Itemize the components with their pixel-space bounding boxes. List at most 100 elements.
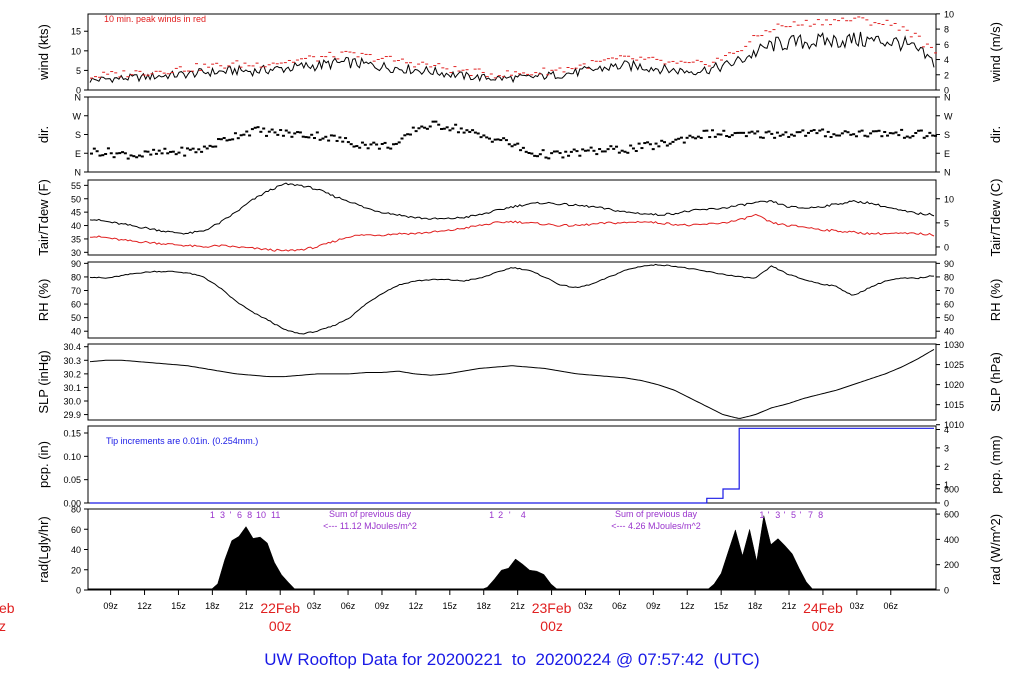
direction-mark [372, 141, 376, 144]
direction-mark [739, 131, 743, 134]
x-tick-label: 15z [171, 601, 186, 611]
radiation-area [90, 515, 934, 591]
radiation-marker-label: 5 [791, 510, 796, 520]
direction-mark [490, 140, 494, 143]
x-tick-label: 09z [375, 601, 390, 611]
direction-mark [694, 137, 698, 140]
direction-mark [609, 145, 613, 148]
y-tick-label: 40 [71, 221, 81, 231]
direction-mark [225, 139, 229, 142]
direction-mark [643, 142, 647, 145]
direction-mark [736, 131, 740, 134]
y-tick-label: 40 [71, 545, 81, 555]
direction-mark [716, 133, 720, 136]
direction-mark [482, 134, 486, 137]
direction-mark [298, 131, 302, 134]
direction-mark [914, 131, 918, 134]
y-tick-label: W [73, 111, 82, 121]
direction-mark [293, 132, 297, 135]
direction-mark [533, 154, 537, 157]
direction-mark [790, 133, 794, 136]
direction-mark [137, 154, 141, 157]
x-tick-label: 06z [341, 601, 356, 611]
radiation-marker-label: 8 [818, 510, 823, 520]
direction-mark [818, 129, 822, 132]
direction-mark [420, 125, 424, 128]
y-tick-label-right: 1020 [944, 380, 964, 390]
direction-mark [931, 134, 935, 137]
radiation-marker-label: 6 [237, 510, 242, 520]
direction-mark [535, 155, 539, 158]
direction-mark [324, 135, 328, 138]
y-tick-label: 50 [71, 313, 81, 323]
tip-increment-note: Tip increments are 0.01in. (0.254mm.) [106, 436, 258, 446]
direction-mark [411, 126, 415, 129]
x-tick-label: 21z [782, 601, 797, 611]
direction-mark [843, 130, 847, 133]
y-tick-label: 0.05 [63, 475, 81, 485]
y-tick-label: 29.9 [63, 410, 81, 420]
direction-mark [217, 138, 221, 141]
direction-mark [211, 145, 215, 148]
direction-mark [578, 154, 582, 157]
direction-mark [471, 129, 475, 132]
direction-mark [778, 134, 782, 137]
direction-mark [185, 147, 189, 150]
direction-mark [349, 143, 353, 146]
direction-mark [877, 129, 881, 132]
direction-mark [806, 131, 810, 134]
y-tick-label-right: 70 [944, 286, 954, 296]
direction-mark [919, 129, 923, 132]
y-tick-label-right: 80 [944, 272, 954, 282]
direction-mark [922, 136, 926, 139]
direction-mark [414, 130, 418, 133]
direction-mark [615, 145, 619, 148]
direction-mark [640, 147, 644, 150]
direction-mark [180, 146, 184, 149]
y-tick-label-right: 4 [944, 425, 949, 435]
direction-mark [598, 148, 602, 151]
direction-mark [265, 134, 269, 137]
radiation-marker-label: 11 [271, 510, 280, 520]
direction-mark [312, 137, 316, 140]
direction-mark [583, 149, 587, 152]
direction-mark [171, 150, 175, 153]
panel-frame-slp [87, 343, 937, 421]
x-tick-label: 06z [884, 601, 899, 611]
direction-mark [758, 136, 762, 139]
direction-mark [575, 150, 579, 153]
direction-mark [366, 147, 370, 150]
x-tick-label: 18z [476, 601, 491, 611]
direction-mark [821, 128, 825, 131]
direction-mark [586, 149, 590, 152]
direction-mark [595, 153, 599, 156]
y-axis-title: dir. [36, 126, 51, 143]
direction-mark [727, 135, 731, 138]
direction-mark [572, 148, 576, 151]
direction-mark [104, 153, 108, 156]
y-tick-label-right: 2 [944, 462, 949, 472]
direction-mark [682, 141, 686, 144]
direction-mark [321, 137, 325, 140]
direction-mark [140, 155, 144, 158]
direction-mark [121, 151, 125, 154]
direction-mark [462, 131, 466, 134]
direction-mark [747, 131, 751, 134]
direction-mark [617, 151, 621, 154]
direction-mark [202, 145, 206, 148]
direction-mark [92, 147, 96, 150]
direction-mark [177, 151, 181, 154]
direction-mark [547, 157, 551, 160]
y-tick-label-right: E [944, 149, 950, 159]
direction-mark [262, 127, 266, 130]
direction-mark [208, 144, 212, 147]
y-tick-label: 10 [71, 46, 81, 56]
direction-mark [665, 144, 669, 147]
day-time-label: 00z [540, 618, 563, 634]
direction-mark [132, 155, 136, 158]
direction-mark [775, 131, 779, 134]
direction-mark [801, 129, 805, 132]
radiation-daily-sum-value: <--- 4.26 MJoules/m^2 [611, 521, 701, 531]
direction-mark [826, 130, 830, 133]
direction-mark [558, 152, 562, 155]
